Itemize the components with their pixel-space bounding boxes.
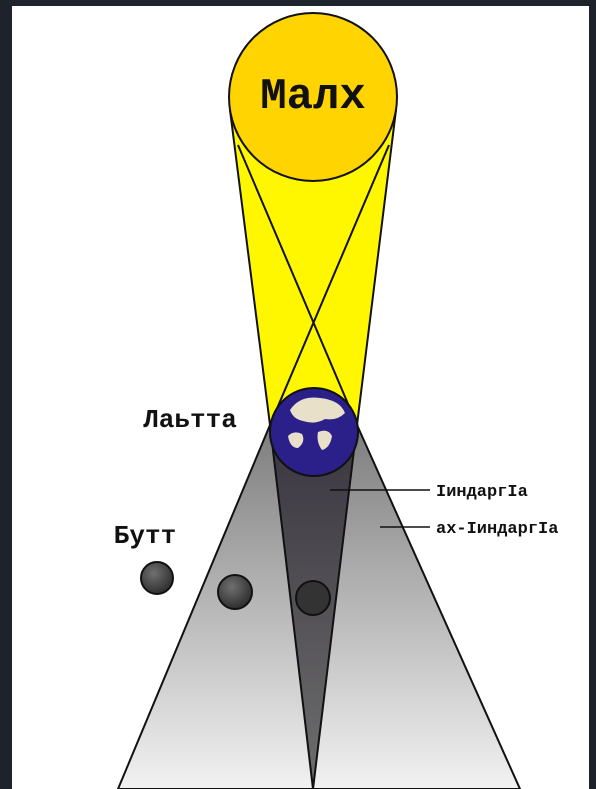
page: Малх Лаьтта Бутт IиндаргIа ах-IиндаргIа … bbox=[0, 0, 596, 789]
sun-label: Малх bbox=[260, 72, 366, 122]
penumbra-label: ах-IиндаргIа bbox=[436, 520, 558, 539]
moon-label: Бутт bbox=[114, 521, 176, 551]
moon bbox=[218, 575, 252, 609]
umbra-label: IиндаргIа bbox=[436, 483, 528, 502]
moon bbox=[141, 562, 173, 594]
moon bbox=[296, 581, 330, 615]
earth-label: Лаьтта bbox=[143, 405, 237, 435]
diagram: Малх Лаьтта Бутт IиндаргIа ах-IиндаргIа bbox=[0, 0, 596, 789]
